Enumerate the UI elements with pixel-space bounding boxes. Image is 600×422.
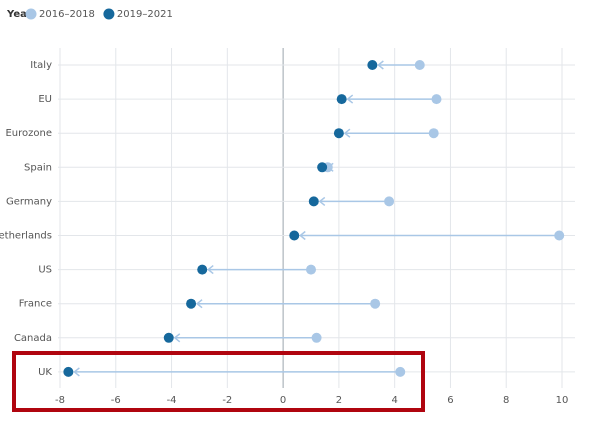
dot — [431, 94, 442, 105]
dot — [197, 264, 208, 275]
dot — [414, 60, 425, 70]
x-tick-label: -2 — [222, 395, 232, 406]
dot — [554, 230, 565, 241]
y-tick-label: US — [38, 265, 52, 276]
dot — [370, 298, 381, 309]
dot — [336, 94, 347, 105]
arrow-head — [346, 94, 354, 104]
dot — [317, 162, 328, 173]
arrow-head — [73, 367, 80, 377]
arrow-head — [318, 196, 326, 206]
x-tick-label: 4 — [391, 395, 397, 406]
dot — [384, 196, 395, 207]
x-tick-label: 0 — [280, 395, 286, 406]
y-tick-label: Canada — [14, 333, 52, 344]
legend-label: 2019–2021 — [117, 9, 173, 20]
dot — [428, 128, 439, 139]
dot — [163, 332, 174, 343]
y-tick-label: Eurozone — [5, 128, 52, 139]
legend-title: Year — [6, 9, 32, 20]
dot — [63, 366, 74, 377]
x-tick-label: -8 — [55, 395, 65, 406]
x-tick-label: 8 — [503, 395, 509, 406]
x-tick-label: 6 — [447, 395, 453, 406]
dot — [289, 230, 300, 241]
arrow-head — [207, 265, 214, 275]
y-tick-label: UK — [38, 367, 52, 378]
legend-marker — [103, 8, 115, 20]
dot — [308, 196, 319, 207]
legend-marker — [25, 8, 37, 20]
arrow-head — [343, 128, 351, 138]
y-tick-label: Germany — [6, 196, 52, 207]
legend-label: 2016–2018 — [39, 9, 95, 20]
y-tick-label: EU — [38, 94, 52, 105]
dot — [333, 128, 344, 139]
arrow-head — [173, 333, 181, 343]
y-tick-label: Netherlands — [0, 231, 52, 242]
x-tick-label: -6 — [111, 395, 121, 406]
x-tick-label: 10 — [556, 395, 569, 406]
y-tick-label: Spain — [24, 162, 52, 173]
dot — [311, 332, 322, 343]
x-tick-label: -4 — [167, 395, 177, 406]
y-tick-label: Italy — [30, 60, 52, 71]
y-tick-label: France — [19, 299, 52, 310]
dot — [395, 366, 406, 377]
arrow-head — [195, 299, 203, 309]
dot — [306, 264, 316, 275]
dot — [367, 60, 378, 70]
highlight-box — [12, 351, 425, 412]
arrow-head — [299, 230, 306, 241]
dot — [186, 298, 197, 309]
x-tick-label: 2 — [336, 395, 342, 406]
arrow-head — [377, 60, 384, 70]
